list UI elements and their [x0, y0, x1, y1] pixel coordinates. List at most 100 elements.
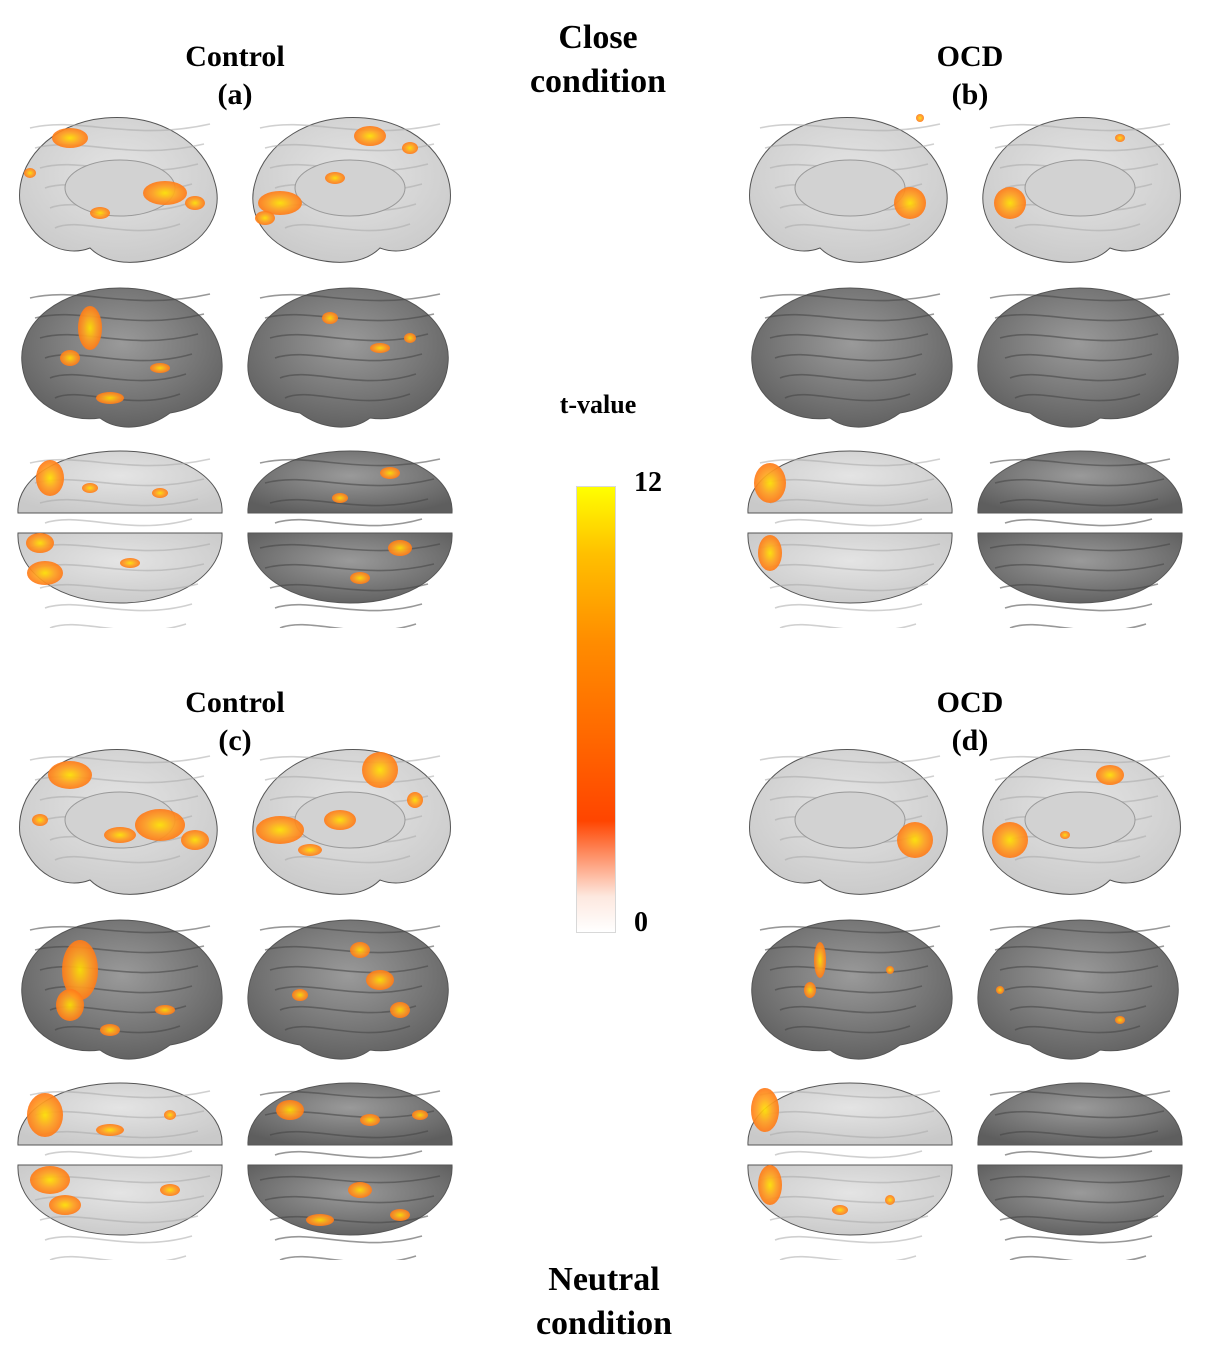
- left-lateral-view: [751, 287, 953, 428]
- right-lateral-view: [247, 919, 449, 1060]
- activation-cluster: [135, 809, 185, 841]
- close-condition-line1: Close: [558, 19, 638, 56]
- activation-cluster: [402, 142, 418, 154]
- activation-cluster: [814, 942, 826, 978]
- activation-cluster: [994, 187, 1026, 219]
- colorbar-label: t-value: [559, 390, 637, 419]
- activation-cluster: [324, 810, 356, 830]
- activation-cluster: [360, 1114, 380, 1126]
- colorbar: [576, 486, 616, 933]
- activation-cluster: [348, 1182, 372, 1198]
- activation-cluster: [100, 1024, 120, 1036]
- activation-cluster: [49, 1195, 81, 1215]
- activation-cluster: [62, 940, 98, 1000]
- activation-cluster: [897, 822, 933, 858]
- activation-cluster: [32, 814, 48, 826]
- activation-cluster: [1096, 765, 1124, 785]
- panel-c-group: Control: [185, 686, 285, 719]
- ventral-lower-view-left: [747, 532, 953, 628]
- activation-cluster: [996, 986, 1004, 994]
- activation-cluster: [78, 306, 102, 350]
- neutral-condition-line2: condition: [535, 1305, 673, 1342]
- activation-cluster: [916, 114, 924, 122]
- panel-a-group: Control: [185, 40, 285, 73]
- panel-b-letter: (b): [951, 78, 989, 111]
- left-lateral-view: [21, 919, 223, 1060]
- activation-cluster: [380, 467, 400, 479]
- dorsal-lower-view-right: [977, 1164, 1183, 1260]
- activation-cluster: [26, 533, 54, 553]
- dorsal-lower-view-right: [247, 1164, 453, 1260]
- panel-a-letter: (a): [217, 78, 253, 111]
- right-medial-view: [252, 748, 451, 895]
- activation-cluster: [96, 392, 124, 404]
- activation-cluster: [143, 181, 187, 205]
- panel-b-brain-surfaces: [747, 114, 1183, 628]
- activation-cluster: [894, 187, 926, 219]
- activation-cluster: [1115, 1016, 1125, 1024]
- panel-d-brain-surfaces: [747, 748, 1183, 1260]
- panel-a-brains: [10, 108, 470, 628]
- panel-b-brains: [740, 108, 1200, 628]
- right-medial-view: [982, 116, 1181, 263]
- activation-cluster: [120, 558, 140, 568]
- dorsal-lower-view-right: [247, 532, 453, 628]
- activation-cluster: [390, 1209, 410, 1221]
- ventral-lower-view-left: [17, 532, 223, 628]
- panel-d-letter: (d): [951, 724, 989, 757]
- activation-cluster: [354, 126, 386, 146]
- activation-cluster: [160, 1184, 180, 1196]
- activation-cluster: [152, 488, 168, 498]
- panel-c-title: Control (c): [115, 684, 355, 760]
- neutral-condition-title: Neutral condition: [484, 1258, 724, 1346]
- activation-cluster: [52, 128, 88, 148]
- panel-c-brain-surfaces: [17, 748, 453, 1260]
- ventral-lower-view-left: [747, 1164, 953, 1260]
- activation-cluster: [96, 1124, 124, 1136]
- activation-cluster: [751, 1088, 779, 1132]
- colorbar-max-label: 12: [634, 467, 662, 498]
- activation-cluster: [407, 792, 423, 808]
- panel-d-group: OCD: [936, 686, 1004, 719]
- left-medial-view: [19, 748, 218, 895]
- activation-cluster: [885, 1195, 895, 1205]
- activation-cluster: [332, 493, 348, 503]
- activation-cluster: [256, 816, 304, 844]
- activation-cluster: [48, 761, 92, 789]
- activation-cluster: [56, 989, 84, 1021]
- right-lateral-view: [977, 287, 1179, 428]
- right-lateral-view: [977, 919, 1179, 1060]
- panel-c-brains: [10, 740, 470, 1260]
- activation-cluster: [362, 752, 398, 788]
- activation-cluster: [370, 343, 390, 353]
- activation-cluster: [27, 561, 63, 585]
- ventral-lower-view-left: [17, 1164, 223, 1260]
- activation-cluster: [412, 1110, 428, 1120]
- activation-cluster: [298, 844, 322, 856]
- colorbar-min-label: 0: [634, 907, 648, 938]
- activation-cluster: [1115, 134, 1125, 142]
- activation-cluster: [804, 982, 816, 998]
- activation-cluster: [322, 312, 338, 324]
- left-medial-view: [749, 114, 948, 263]
- panel-a-title: Control (a): [115, 38, 355, 114]
- dorsal-lower-view-right: [977, 532, 1183, 628]
- activation-cluster: [155, 1005, 175, 1015]
- close-condition-line2: condition: [529, 63, 667, 100]
- panel-c-letter: (c): [218, 724, 252, 757]
- activation-cluster: [164, 1110, 176, 1120]
- right-medial-view: [252, 116, 451, 263]
- activation-cluster: [27, 1093, 63, 1137]
- left-lateral-view: [21, 287, 223, 428]
- activation-cluster: [350, 572, 370, 584]
- activation-cluster: [832, 1205, 848, 1215]
- panel-d-brains: [740, 740, 1200, 1260]
- dorsal-view-right: [247, 1082, 453, 1199]
- activation-cluster: [36, 460, 64, 496]
- activation-cluster: [104, 827, 136, 843]
- activation-cluster: [886, 966, 894, 974]
- activation-cluster: [150, 363, 170, 373]
- left-medial-view: [749, 748, 948, 895]
- right-lateral-view: [247, 287, 449, 428]
- activation-cluster: [366, 970, 394, 990]
